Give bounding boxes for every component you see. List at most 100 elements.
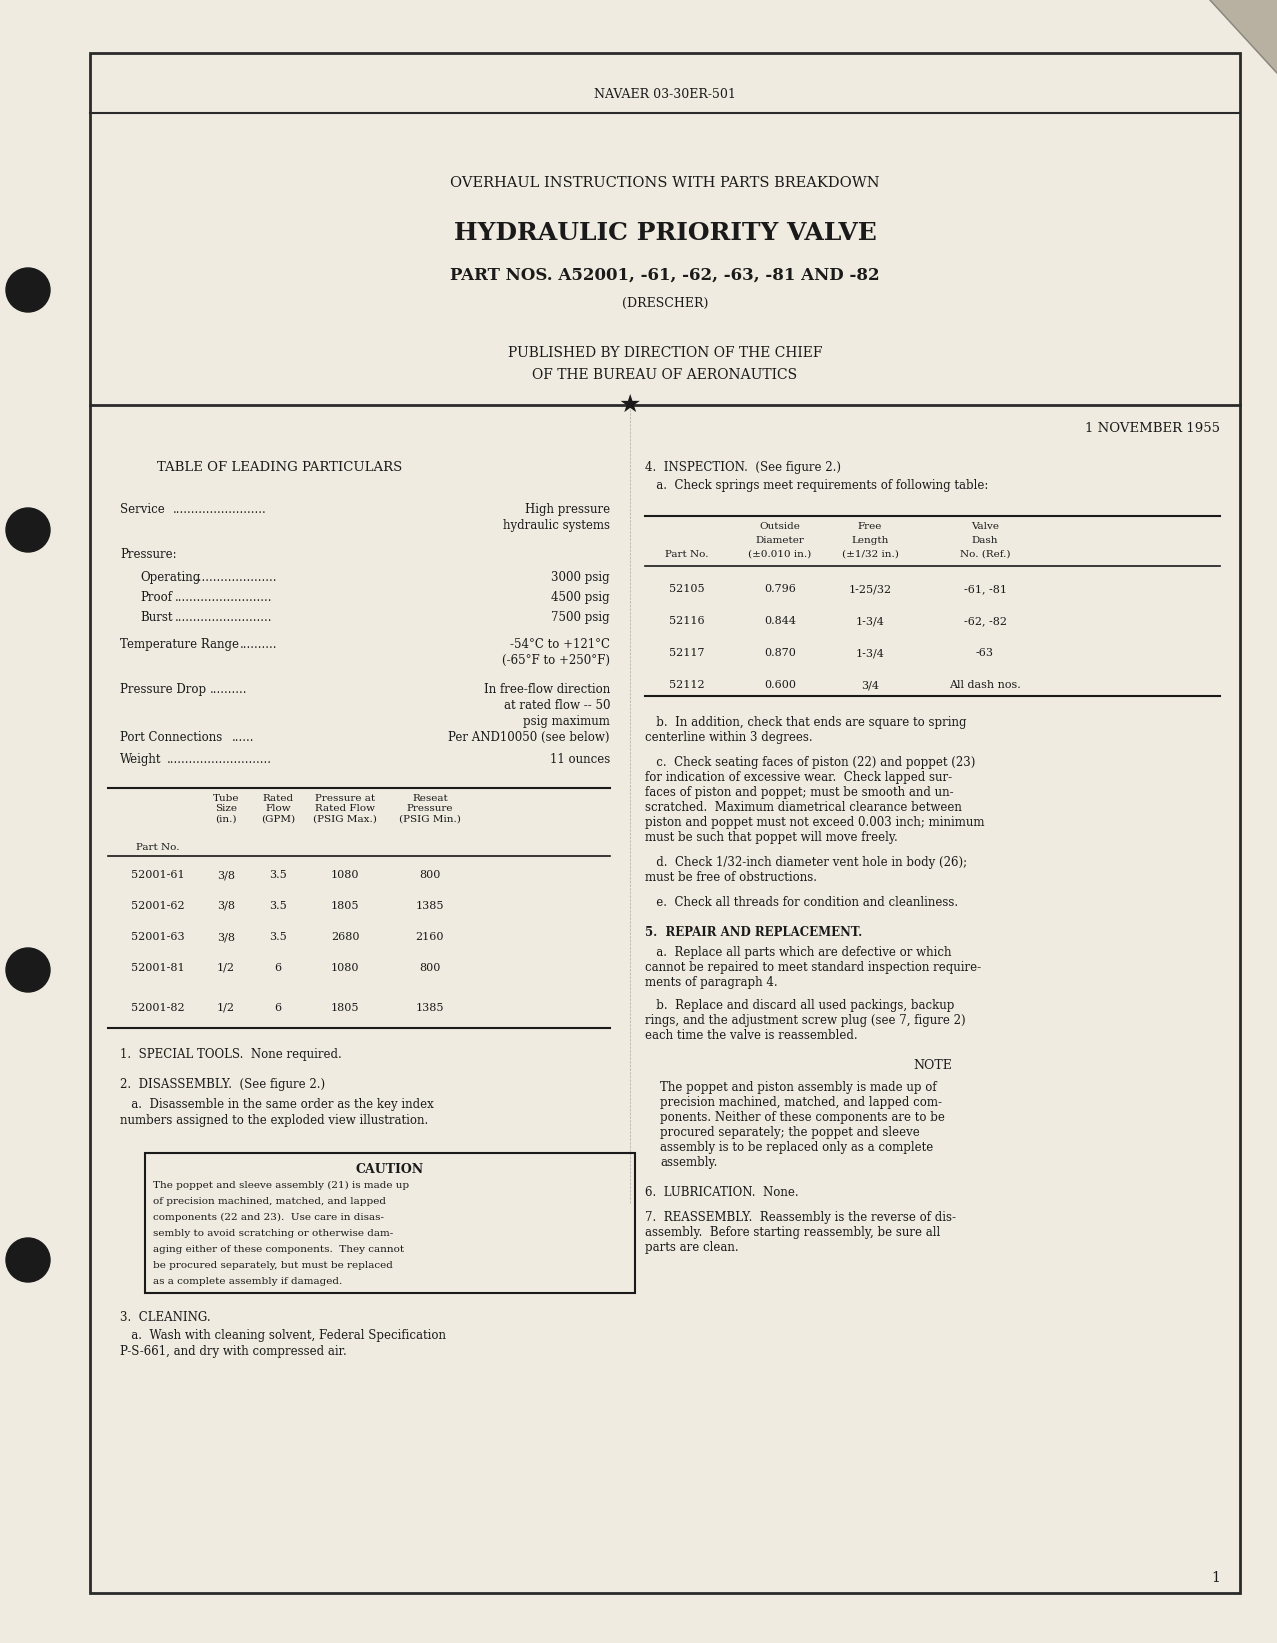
Text: 3000 psig: 3000 psig [552, 572, 610, 583]
Text: precision machined, matched, and lapped com-: precision machined, matched, and lapped … [660, 1096, 942, 1109]
Text: (DRESCHER): (DRESCHER) [622, 296, 709, 309]
Text: 3.  CLEANING.: 3. CLEANING. [120, 1311, 211, 1324]
Text: be procured separately, but must be replaced: be procured separately, but must be repl… [153, 1260, 393, 1270]
Text: psig maximum: psig maximum [524, 715, 610, 728]
Text: ............................: ............................ [167, 752, 272, 766]
Circle shape [6, 268, 50, 312]
Text: 3/8: 3/8 [217, 932, 235, 941]
Text: must be such that poppet will move freely.: must be such that poppet will move freel… [645, 831, 898, 845]
Text: ★: ★ [619, 393, 641, 417]
Text: Temperature Range: Temperature Range [120, 637, 239, 651]
Text: 1.  SPECIAL TOOLS.  None required.: 1. SPECIAL TOOLS. None required. [120, 1048, 342, 1061]
Text: 6: 6 [275, 963, 281, 973]
Text: 6: 6 [275, 1002, 281, 1014]
Circle shape [6, 1237, 50, 1282]
Text: cannot be repaired to meet standard inspection require-: cannot be repaired to meet standard insp… [645, 961, 981, 974]
Text: 52116: 52116 [669, 616, 705, 626]
Text: Port Connections: Port Connections [120, 731, 222, 744]
Text: ......................: ...................... [195, 572, 277, 583]
Text: each time the valve is reassembled.: each time the valve is reassembled. [645, 1029, 858, 1042]
Text: 3.5: 3.5 [269, 900, 287, 910]
Text: NOTE: NOTE [913, 1060, 951, 1071]
Text: as a complete assembly if damaged.: as a complete assembly if damaged. [153, 1277, 342, 1286]
Text: ..........................: .......................... [175, 611, 272, 624]
Text: aging either of these components.  They cannot: aging either of these components. They c… [153, 1245, 404, 1254]
Text: (±1/32 in.): (±1/32 in.) [842, 550, 899, 559]
Text: 5.  REPAIR AND REPLACEMENT.: 5. REPAIR AND REPLACEMENT. [645, 927, 862, 940]
Text: ..........................: .......................... [175, 591, 272, 605]
Text: 1805: 1805 [331, 900, 359, 910]
Text: Per AND10050 (see below): Per AND10050 (see below) [448, 731, 610, 744]
Text: assembly.: assembly. [660, 1157, 718, 1170]
Text: at rated flow -- 50: at rated flow -- 50 [503, 698, 610, 711]
Text: Proof: Proof [140, 591, 172, 605]
Text: 52001-62: 52001-62 [132, 900, 185, 910]
Text: 1/2: 1/2 [217, 1002, 235, 1014]
Text: for indication of excessive wear.  Check lapped sur-: for indication of excessive wear. Check … [645, 771, 953, 784]
Text: Length: Length [852, 536, 889, 545]
Text: 1: 1 [1211, 1571, 1220, 1585]
Text: 2680: 2680 [331, 932, 359, 941]
Text: 3.5: 3.5 [269, 871, 287, 881]
Text: 7500 psig: 7500 psig [552, 611, 610, 624]
Text: 800: 800 [419, 963, 441, 973]
Text: 1805: 1805 [331, 1002, 359, 1014]
Text: 3/8: 3/8 [217, 900, 235, 910]
Text: Operating: Operating [140, 572, 200, 583]
Text: 7.  REASSEMBLY.  Reassembly is the reverse of dis-: 7. REASSEMBLY. Reassembly is the reverse… [645, 1211, 956, 1224]
Text: 52112: 52112 [669, 680, 705, 690]
Text: 3/8: 3/8 [217, 871, 235, 881]
Text: OVERHAUL INSTRUCTIONS WITH PARTS BREAKDOWN: OVERHAUL INSTRUCTIONS WITH PARTS BREAKDO… [451, 176, 880, 191]
Bar [146, 1153, 635, 1293]
Text: TABLE OF LEADING PARTICULARS: TABLE OF LEADING PARTICULARS [157, 462, 402, 473]
Text: Diameter: Diameter [756, 536, 805, 545]
Text: ments of paragraph 4.: ments of paragraph 4. [645, 976, 778, 989]
Text: 1-25/32: 1-25/32 [848, 583, 891, 595]
Text: must be free of obstructions.: must be free of obstructions. [645, 871, 817, 884]
Text: a.  Check springs meet requirements of following table:: a. Check springs meet requirements of fo… [645, 480, 988, 491]
Text: Pressure at
Rated Flow
(PSIG Max.): Pressure at Rated Flow (PSIG Max.) [313, 794, 377, 823]
Text: Valve: Valve [971, 522, 999, 531]
Text: Weight: Weight [120, 752, 161, 766]
Text: Dash: Dash [972, 536, 999, 545]
Polygon shape [1211, 0, 1277, 72]
Text: NAVAER 03-30ER-501: NAVAER 03-30ER-501 [594, 89, 736, 102]
Text: 1385: 1385 [416, 1002, 444, 1014]
Text: Service: Service [120, 503, 165, 516]
Text: hydraulic systems: hydraulic systems [503, 519, 610, 532]
Text: scratched.  Maximum diametrical clearance between: scratched. Maximum diametrical clearance… [645, 802, 962, 813]
Text: The poppet and sleeve assembly (21) is made up: The poppet and sleeve assembly (21) is m… [153, 1181, 409, 1190]
Text: 52001-81: 52001-81 [132, 963, 185, 973]
Text: -63: -63 [976, 647, 994, 657]
Text: Free: Free [858, 522, 882, 531]
Text: 2160: 2160 [416, 932, 444, 941]
Text: 11 ounces: 11 ounces [550, 752, 610, 766]
Text: .........................: ......................... [172, 503, 267, 516]
Text: 0.870: 0.870 [764, 647, 796, 657]
Text: 52001-63: 52001-63 [132, 932, 185, 941]
Text: parts are clean.: parts are clean. [645, 1240, 738, 1254]
Text: ..........: .......... [240, 637, 277, 651]
Text: 4.  INSPECTION.  (See figure 2.): 4. INSPECTION. (See figure 2.) [645, 462, 842, 473]
Text: procured separately; the poppet and sleeve: procured separately; the poppet and slee… [660, 1125, 919, 1139]
Text: a.  Disassemble in the same order as the key index: a. Disassemble in the same order as the … [120, 1098, 434, 1111]
Text: PUBLISHED BY DIRECTION OF THE CHIEF: PUBLISHED BY DIRECTION OF THE CHIEF [508, 347, 822, 360]
Text: Reseat
Pressure
(PSIG Min.): Reseat Pressure (PSIG Min.) [398, 794, 461, 823]
Text: -62, -82: -62, -82 [964, 616, 1006, 626]
Text: piston and poppet must not exceed 0.003 inch; minimum: piston and poppet must not exceed 0.003 … [645, 817, 985, 830]
Text: numbers assigned to the exploded view illustration.: numbers assigned to the exploded view il… [120, 1114, 428, 1127]
Text: 52001-82: 52001-82 [132, 1002, 185, 1014]
Text: 0.844: 0.844 [764, 616, 796, 626]
Text: Part No.: Part No. [665, 550, 709, 559]
Text: a.  Wash with cleaning solvent, Federal Specification: a. Wash with cleaning solvent, Federal S… [120, 1329, 446, 1342]
Text: assembly.  Before starting reassembly, be sure all: assembly. Before starting reassembly, be… [645, 1226, 940, 1239]
Text: CAUTION: CAUTION [356, 1163, 424, 1176]
Text: All dash nos.: All dash nos. [949, 680, 1020, 690]
Text: No. (Ref.): No. (Ref.) [960, 550, 1010, 559]
Text: PART NOS. A52001, -61, -62, -63, -81 AND -82: PART NOS. A52001, -61, -62, -63, -81 AND… [451, 266, 880, 284]
Text: Pressure:: Pressure: [120, 549, 176, 560]
Text: 0.600: 0.600 [764, 680, 796, 690]
Text: components (22 and 23).  Use care in disas-: components (22 and 23). Use care in disa… [153, 1213, 384, 1222]
Text: centerline within 3 degrees.: centerline within 3 degrees. [645, 731, 812, 744]
Text: (-65°F to +250°F): (-65°F to +250°F) [502, 654, 610, 667]
